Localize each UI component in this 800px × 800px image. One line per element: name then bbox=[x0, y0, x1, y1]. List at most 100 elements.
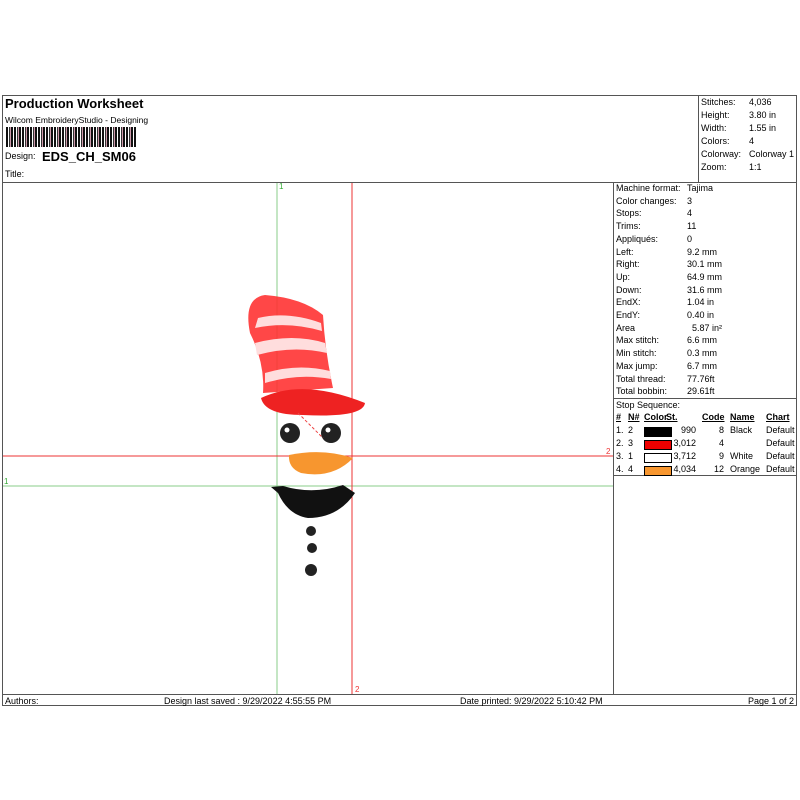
stop-index: 3. bbox=[616, 451, 624, 461]
detail-value: 4 bbox=[687, 208, 693, 219]
summary-row: Zoom: 1:1 bbox=[699, 161, 797, 174]
stop-needle: 3 bbox=[628, 438, 634, 448]
detail-value: Tajima bbox=[687, 183, 714, 193]
stop-chart: Default bbox=[766, 464, 795, 474]
detail-value: 6.6 mm bbox=[687, 335, 718, 346]
stop-sequence: Stop Sequence: # N# Color St. Code Name Chart 1… bbox=[614, 399, 797, 477]
stop-name: White bbox=[730, 451, 754, 461]
detail-value: 0.3 mm bbox=[687, 348, 718, 359]
detail-label: Left: bbox=[616, 246, 634, 257]
stop-index: 1. bbox=[616, 425, 624, 435]
page-title: Production Worksheet bbox=[5, 96, 144, 111]
detail-row: EndX: 1.04 in bbox=[614, 296, 797, 309]
stop-code: 4 bbox=[718, 438, 724, 448]
detail-row: Down: 31.6 mm bbox=[614, 284, 797, 297]
detail-label: Down: bbox=[616, 284, 642, 295]
summary-label: Colors: bbox=[701, 136, 730, 146]
date-printed: Date printed: 9/29/2022 5:10:42 PM bbox=[460, 696, 603, 706]
detail-row: Max stitch: 6.6 mm bbox=[614, 334, 797, 347]
summary-row: Stitches: 4,036 bbox=[699, 96, 797, 109]
detail-label: Machine format: bbox=[616, 183, 681, 193]
page-number: Page 1 of 2 bbox=[748, 696, 795, 706]
detail-label: Max stitch: bbox=[616, 335, 660, 346]
column-header: Color bbox=[644, 412, 668, 422]
stop-code: 8 bbox=[718, 425, 724, 435]
detail-value: 9.2 mm bbox=[687, 246, 718, 257]
detail-row: Total thread: 77.76ft bbox=[614, 373, 797, 386]
detail-value: 0.40 in bbox=[687, 310, 715, 320]
color-swatch bbox=[644, 466, 672, 476]
stop-chart: Default bbox=[766, 425, 795, 435]
stop-stitches: 4,034 bbox=[673, 464, 696, 474]
summary-label: Height: bbox=[701, 110, 730, 120]
snowman-face bbox=[271, 412, 355, 576]
design-preview: 1 1 2 2 bbox=[3, 183, 613, 694]
detail-label: Stops: bbox=[616, 208, 642, 219]
title-label: Title: bbox=[5, 169, 25, 179]
detail-value: 11 bbox=[687, 221, 697, 232]
column-header: Name bbox=[730, 412, 755, 422]
detail-row: Appliqués: 0 bbox=[614, 233, 797, 246]
stop-index: 4. bbox=[616, 464, 624, 474]
red-marker-bottom: 2 bbox=[355, 685, 360, 694]
detail-label: EndX: bbox=[616, 297, 641, 308]
divider bbox=[613, 182, 614, 694]
last-saved: Design last saved : 9/29/2022 4:55:55 PM bbox=[164, 696, 332, 706]
stop-sequence-title: Stop Sequence: bbox=[616, 400, 681, 410]
detail-label: EndY: bbox=[616, 310, 641, 320]
stop-index: 2. bbox=[616, 438, 624, 448]
detail-row: Trims: 11 bbox=[614, 220, 797, 233]
worksheet-frame bbox=[2, 95, 797, 706]
detail-value: 5.87 in² bbox=[692, 322, 723, 333]
stop-name: Black bbox=[730, 425, 753, 435]
divider bbox=[613, 475, 797, 476]
column-header: Chart bbox=[766, 412, 790, 422]
detail-row: Left: 9.2 mm bbox=[614, 246, 797, 259]
detail-row: Color changes: 3 bbox=[614, 195, 797, 208]
detail-label: Up: bbox=[616, 271, 631, 282]
stop-needle: 4 bbox=[628, 464, 634, 474]
summary-row: Height: 3.80 in bbox=[699, 109, 797, 122]
stop-stitches: 3,012 bbox=[673, 438, 696, 448]
stop-chart: Default bbox=[766, 451, 795, 461]
detail-label: Total thread: bbox=[616, 373, 666, 384]
summary-label: Stitches: bbox=[701, 97, 736, 107]
stop-needle: 1 bbox=[628, 451, 634, 461]
design-label: Design: bbox=[5, 151, 36, 161]
detail-value: 3 bbox=[687, 195, 693, 206]
detail-value: 0 bbox=[687, 233, 693, 244]
detail-value: 77.76ft bbox=[687, 373, 715, 384]
detail-row: Total bobbin: 29.61ft bbox=[614, 385, 797, 398]
color-swatch bbox=[644, 453, 672, 463]
color-swatch bbox=[644, 440, 672, 450]
detail-label: Total bobbin: bbox=[616, 386, 668, 397]
authors-label: Authors: bbox=[5, 696, 39, 706]
detail-row: Max jump: 6.7 mm bbox=[614, 360, 797, 373]
summary-value: Colorway 1 bbox=[749, 149, 795, 159]
stop-stitches: 3,712 bbox=[673, 451, 696, 461]
divider bbox=[2, 182, 797, 183]
snowman-hat bbox=[248, 295, 365, 416]
detail-label: Trims: bbox=[616, 221, 641, 232]
summary-row: Colorway: Colorway 1 bbox=[699, 148, 797, 161]
divider bbox=[613, 398, 797, 399]
red-marker-right: 2 bbox=[606, 447, 611, 456]
design-name: EDS_CH_SM06 bbox=[42, 149, 136, 164]
summary-value: 1:1 bbox=[749, 162, 762, 172]
summary-value: 4,036 bbox=[749, 97, 772, 107]
detail-row: Right: 30.1 mm bbox=[614, 258, 797, 271]
detail-value: 6.7 mm bbox=[687, 360, 718, 371]
summary-label: Zoom: bbox=[701, 162, 727, 172]
divider bbox=[698, 95, 699, 182]
stop-stitches: 990 bbox=[680, 425, 696, 435]
barcode bbox=[6, 127, 136, 147]
stop-name: Orange bbox=[730, 464, 761, 474]
detail-value: 1.04 in bbox=[687, 297, 715, 308]
detail-label: Min stitch: bbox=[616, 348, 657, 359]
detail-row: Min stitch: 0.3 mm bbox=[614, 347, 797, 360]
color-swatch bbox=[644, 427, 672, 437]
column-header: St. bbox=[666, 412, 678, 422]
detail-value: 29.61ft bbox=[687, 386, 715, 397]
stop-needle: 2 bbox=[628, 425, 634, 435]
column-header: Code bbox=[702, 412, 725, 422]
